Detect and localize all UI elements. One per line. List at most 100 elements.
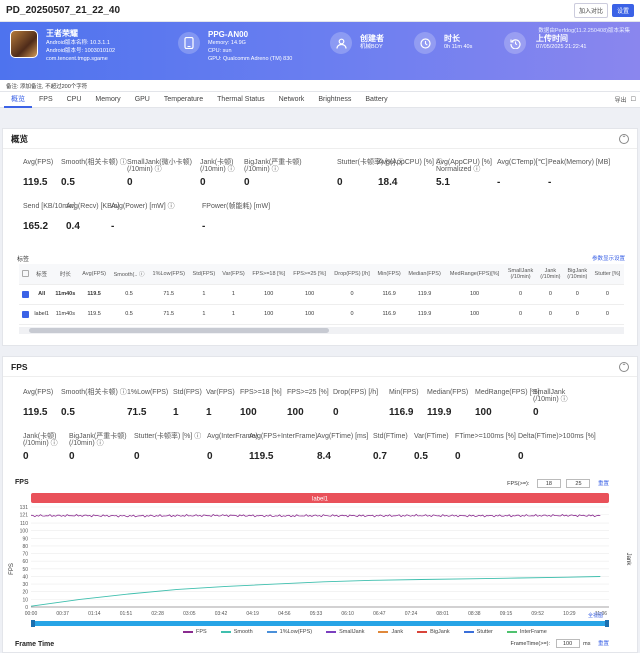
legend-swatch [326,630,337,633]
tab-cpu[interactable]: CPU [66,95,82,103]
metric-label: Min(FPS) [389,389,419,396]
x-tick-label: 03:42 [215,611,228,617]
metric-value: 0 [244,177,250,188]
tab-overview[interactable]: 概览 [4,92,32,108]
fps-threshold-input-2[interactable]: 25 [566,479,591,489]
legend-item[interactable]: SmallJank [326,629,364,635]
time-range-slider[interactable] [31,621,609,626]
x-tick-label: 01:14 [88,611,101,617]
tab-network[interactable]: Network [278,95,305,103]
y-tick-label: 100 [20,529,29,535]
slider-handle-right[interactable] [605,620,609,627]
metric-value: 1 [206,407,212,418]
legend-item[interactable]: InterFrame [506,629,547,635]
table-header-cell[interactable]: SmallJank (/10min) [504,264,537,285]
metric-label: Avg(AppCPU) [%] ⓘ [378,159,443,166]
checkbox[interactable] [21,290,29,298]
frametime-input[interactable]: 100 [555,639,580,649]
frametime-controls: FrameTime(>=): 100 ms 重置 [511,639,609,649]
row-checkbox[interactable] [19,284,32,305]
metric-value: 0.4 [66,221,80,232]
scrollbar-thumb[interactable] [29,328,329,333]
legend-label: InterFrame [519,629,547,635]
table-header-cell[interactable]: Drop(FPS) [/h] [330,264,374,285]
export-button[interactable]: 导出 [614,98,627,104]
table-cell: 119.5 [78,284,110,305]
fps-reset-link[interactable]: 重置 [597,481,609,487]
metric-value: 0 [533,407,539,418]
tab-memory[interactable]: Memory [95,95,121,103]
metric-label: FPS>=18 [%] [240,389,282,396]
table-header-cell[interactable]: 标签 [31,264,53,285]
legend-label: SmallJank [339,629,365,635]
legend-item[interactable]: Smooth [220,629,253,635]
table-header-cell[interactable]: FPS>=18 [%] [248,264,290,285]
tab-gpu[interactable]: GPU [134,95,150,103]
metric-value: 119.5 [23,407,48,418]
metric-item: Std(FPS) 1 [173,389,233,418]
metric-value: - [202,221,206,232]
table-scrollbar[interactable] [19,327,624,334]
table-cell: All [31,284,53,305]
legend-item[interactable]: 1%Low(FPS) [266,629,312,635]
collapse-icon[interactable]: ⌃ [619,361,629,372]
metric-label: SmallJank(微小卡顿) (/10min) ⓘ [127,159,192,173]
frametime-reset-link[interactable]: 重置 [597,641,609,647]
checkbox[interactable] [21,270,29,278]
legend-item[interactable]: BigJank [417,629,450,635]
metric-label: Median(FPS) [427,389,469,396]
collapse-icon[interactable]: ⌃ [619,133,629,144]
table-header-cell[interactable]: Avg(FPS) [78,264,110,285]
table-header-cell[interactable]: Stutter [%] [590,264,624,285]
tab-temperature[interactable]: Temperature [163,95,204,103]
metric-value: - [548,177,552,188]
select-all-checkbox[interactable] [19,264,32,285]
table-header-cell[interactable]: Min(FPS) [373,264,405,285]
x-tick-label: 10:29 [563,611,576,617]
table-header-cell[interactable]: 1%Low(FPS) [148,264,190,285]
table-header-cell[interactable]: FPS>=25 [%] [289,264,331,285]
x-tick-label: 04:56 [278,611,291,617]
fps-series-line[interactable] [30,513,601,518]
slider-handle-left[interactable] [31,620,35,627]
legend-item[interactable]: Stutter [463,629,493,635]
table-header-cell[interactable]: Var(FPS) [218,264,249,285]
legend-item[interactable]: FPS [183,629,207,635]
table-header-cell[interactable]: 时长 [52,264,79,285]
tab-brightness[interactable]: Brightness [318,95,352,103]
tab-thermal-status[interactable]: Thermal Status [217,95,265,103]
table-header-cell[interactable]: Std(FPS) [189,264,219,285]
table-header-cell[interactable]: Jank (/10min) [536,264,564,285]
table-row[interactable]: All 11m40s 119.5 0.5 71.5 1 1 100 100 0 116.9 119.9… [19,284,624,305]
table-header-cell[interactable]: Median(FPS) [404,264,445,285]
upload-value: 07/05/2025 21:22:41 [536,44,587,50]
y-axis-label: FPS [9,563,15,575]
table-header-cell[interactable]: MedRange(FPS)[%] [444,264,505,285]
table-header-cell[interactable]: Smooth(.. ⓘ [109,264,149,285]
table-row[interactable]: label1 11m40s 119.5 0.5 71.5 1 1 100 100 0 116.9 11… [19,304,624,325]
add-compare-button[interactable]: 加入对比 [573,3,608,18]
history-icon [504,32,526,54]
params-settings-link[interactable]: 参数显示设置 [591,256,625,262]
window-icon[interactable]: ☐ [630,97,636,103]
checkbox[interactable] [21,310,29,318]
metric-value: 0.5 [61,407,75,418]
frame-time-title: Frame Time [15,641,55,648]
settings-button[interactable]: 设置 [611,4,634,17]
remark-field[interactable]: 备注: 添加备注, 不超过200个字符 [0,80,640,92]
y2-axis-label: Jank [625,553,631,567]
tab-fps[interactable]: FPS [39,95,53,103]
metric-value: 116.9 [389,407,414,418]
fps-threshold-input-1[interactable]: 18 [536,479,561,489]
row-checkbox[interactable] [19,304,32,325]
smooth-series-line[interactable] [30,576,601,607]
tab-battery[interactable]: Battery [365,95,388,103]
app-version-name: Android版本名称: 10.3.1.1 [46,40,110,46]
full-view-link[interactable]: 全视图 [588,612,603,619]
app-version-code: Android版本号: 1003010102 [46,48,116,54]
table-cell: 1 [218,304,249,325]
table-header-cell[interactable]: BigJank (/10min) [563,264,591,285]
legend-item[interactable]: Jank [378,629,403,635]
label-bar[interactable] [31,493,609,503]
